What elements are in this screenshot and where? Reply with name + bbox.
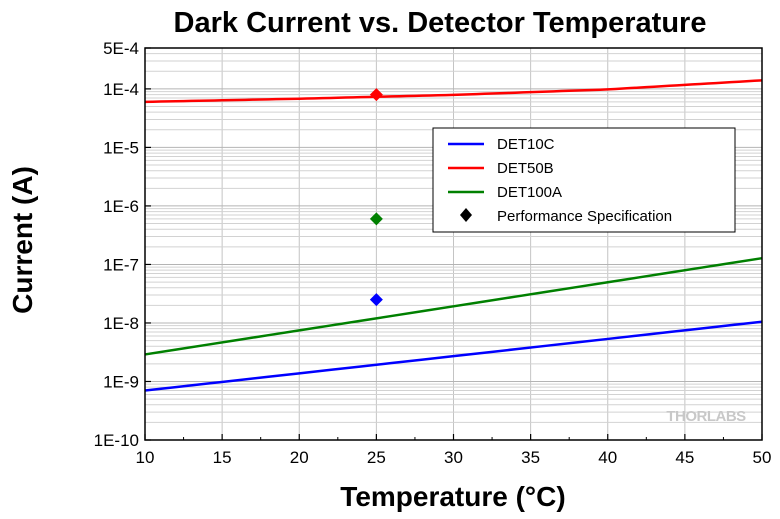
legend-label-det50b: DET50B [497, 160, 554, 177]
y-tick-label: 1E-5 [103, 138, 139, 157]
y-tick-labels: 1E-10 1E-9 1E-8 1E-7 1E-6 1E-5 1E-4 5E-4 [94, 39, 139, 450]
y-axis-title: Current (A) [7, 166, 38, 314]
legend: DET10C DET50B DET100A Performance Specif… [432, 127, 736, 233]
y-tick-label: 1E-8 [103, 314, 139, 333]
y-tick-label: 1E-9 [103, 372, 139, 391]
performance-spec-marker [369, 212, 383, 226]
series-line-det10c [144, 320, 763, 392]
chart-title: Dark Current vs. Detector Temperature [174, 7, 707, 39]
x-tick-label: 45 [675, 448, 694, 467]
legend-label-det100a: DET100A [497, 184, 562, 201]
y-tick-label: 1E-6 [103, 197, 139, 216]
y-tick-label: 1E-7 [103, 255, 139, 274]
x-tick-labels: 10 15 20 25 30 35 40 45 50 [136, 448, 772, 467]
x-tick-label: 50 [753, 448, 772, 467]
y-tick-label: 1E-10 [94, 431, 139, 450]
x-tick-label: 15 [213, 448, 232, 467]
series-lines [144, 79, 763, 392]
performance-markers [369, 88, 383, 307]
x-tick-label: 10 [136, 448, 155, 467]
performance-spec-marker [369, 88, 383, 102]
ticks [144, 47, 763, 441]
x-tick-label: 20 [290, 448, 309, 467]
y-tick-label: 5E-4 [103, 39, 139, 58]
series-line-det100a [144, 256, 763, 356]
x-axis-title: Temperature (°C) [340, 481, 565, 512]
legend-box [432, 127, 736, 233]
legend-label-det10c: DET10C [497, 136, 555, 153]
thorlabs-watermark: THORLABS [666, 408, 746, 425]
legend-marker-performance-specification [460, 208, 472, 222]
x-tick-label: 35 [521, 448, 540, 467]
y-tick-label: 1E-4 [103, 80, 139, 99]
series-line-det50b [144, 79, 763, 104]
legend-label-performance-specification: Performance Specification [497, 208, 672, 225]
x-tick-label: 25 [367, 448, 386, 467]
performance-spec-marker [369, 293, 383, 307]
x-tick-label: 40 [598, 448, 617, 467]
x-tick-label: 30 [444, 448, 463, 467]
